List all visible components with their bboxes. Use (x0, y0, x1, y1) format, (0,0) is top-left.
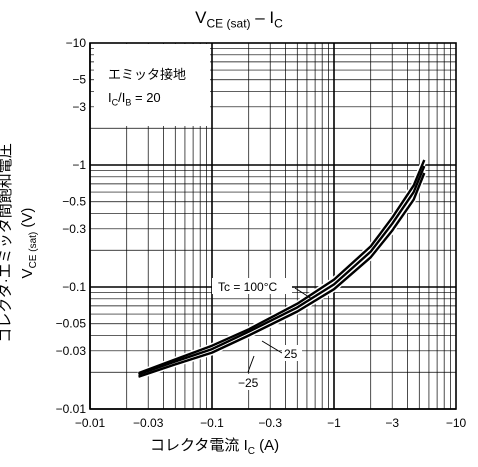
annotation-bg (282, 345, 302, 361)
x-tick-label: −3 (385, 416, 399, 430)
y-tick-label: −10 (66, 36, 87, 50)
annotation-tc100: Tc = 100°C (218, 280, 277, 294)
x-tick-label: −0.3 (258, 416, 282, 430)
x-tick-label: −0.03 (133, 416, 164, 430)
plot-frame (89, 42, 457, 410)
x-tick-label: −10 (446, 416, 467, 430)
annotation-leader (261, 340, 283, 354)
y-tick-label: −0.01 (56, 402, 87, 416)
y-tick-label: −0.3 (62, 222, 86, 236)
series-halo (137, 165, 427, 377)
info-box: エミッタ接地 IC/IB = 20 (94, 44, 210, 126)
info-line2: IC/IB = 20 (108, 90, 161, 108)
y-axis-label-line2: VCE (sat) (V) (19, 207, 39, 279)
series-line (138, 159, 426, 375)
y-tick-label: −0.03 (56, 344, 87, 358)
y-axis-label: コレクタ·エミッタ間飽和電圧 VCE (sat) (V) (0, 113, 45, 373)
y-tick-label: −1 (72, 158, 86, 172)
info-line1: エミッタ接地 (108, 67, 187, 82)
y-axis-label-line1: コレクタ·エミッタ間飽和電圧 (0, 143, 14, 343)
x-tick-label: −0.01 (75, 416, 106, 430)
annotation-leader (247, 355, 255, 373)
x-axis-label: コレクタ電流 IC (A) (150, 437, 280, 457)
y-tick-label: −5 (72, 73, 86, 87)
annotation-layer: Tc = 100°C 25 −25 (212, 278, 313, 390)
series-halo (137, 171, 427, 380)
annotation-minus25: −25 (238, 376, 259, 390)
x-tick-label: −1 (327, 416, 341, 430)
y-tick-label: −0.5 (62, 195, 86, 209)
annotation-leader (294, 287, 313, 300)
series-line (138, 172, 426, 378)
y-tick-label: −0.1 (62, 280, 86, 294)
series-layer (137, 158, 427, 380)
y-tick-label: −0.05 (56, 317, 87, 331)
y-tick-label: −3 (72, 100, 86, 114)
tick-layer: −0.01 −0.03 −0.1 −0.3 −1 −3 −10 −10 −5 −3 −1 −0.5 −0… (56, 36, 467, 430)
chart-title: VCE (sat) – IC (195, 8, 283, 31)
annotation-bg (212, 278, 292, 294)
series-line (138, 165, 426, 376)
x-tick-label: −0.1 (200, 416, 224, 430)
annotation-bg (236, 374, 264, 390)
annotation-25: 25 (284, 347, 298, 361)
